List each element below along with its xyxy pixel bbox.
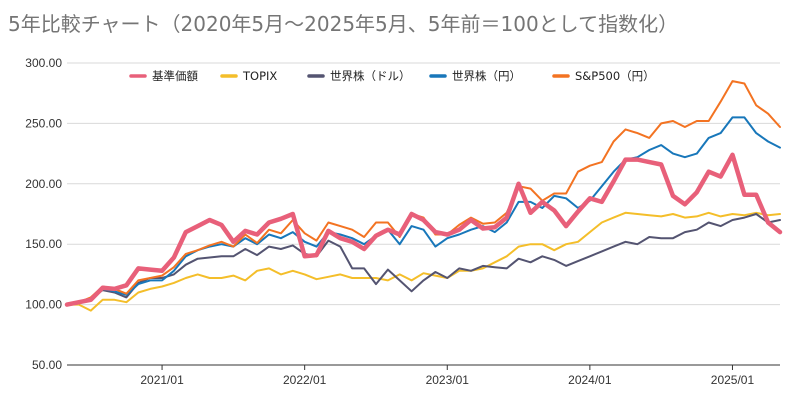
y-tick-label: 50.00 xyxy=(32,358,62,372)
y-tick-label: 150.00 xyxy=(25,237,62,251)
legend-label: TOPIX xyxy=(242,69,277,83)
y-tick-label: 100.00 xyxy=(25,298,62,312)
series-line xyxy=(66,211,781,312)
y-tick-label: 200.00 xyxy=(25,177,62,191)
y-tick-label: 300.00 xyxy=(25,56,62,70)
chart-title: 5年比較チャート（2020年5月〜2025年5月、5年前＝100として指数化） xyxy=(8,12,679,36)
y-tick-label: 250.00 xyxy=(25,116,62,130)
y-axis-ticks: 50.00 100.00 150.00 200.00 250.00 300.00 xyxy=(25,56,62,372)
legend-label: 世界株（円） xyxy=(452,69,521,83)
x-tick-label: 2021/01 xyxy=(140,373,184,387)
series-line xyxy=(66,116,781,306)
legend-label: 基準価額 xyxy=(152,69,198,83)
legend: 基準価額 TOPIX 世界株（ドル） 世界株（円） S&P500（円） xyxy=(129,69,655,83)
legend-label: S&P500（円） xyxy=(575,69,655,83)
x-axis-ticks: 2021/01 2022/01 2023/01 2024/01 2025/01 xyxy=(140,365,754,387)
series-lines xyxy=(64,80,783,312)
grid-lines xyxy=(67,62,780,366)
x-tick-label: 2023/01 xyxy=(426,373,470,387)
x-tick-label: 2025/01 xyxy=(711,373,755,387)
x-tick-label: 2024/01 xyxy=(568,373,612,387)
legend-label: 世界株（ドル） xyxy=(330,69,411,83)
x-tick-label: 2022/01 xyxy=(283,373,327,387)
series-line xyxy=(66,213,781,306)
series-line xyxy=(64,152,783,307)
